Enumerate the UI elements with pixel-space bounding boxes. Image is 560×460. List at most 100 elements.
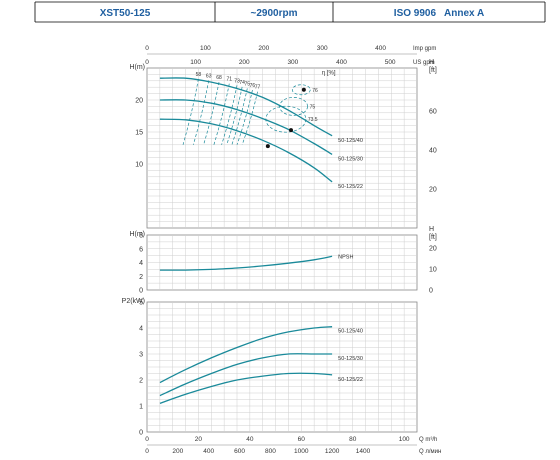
imp-gpm-tick: 300: [317, 45, 328, 52]
efficiency-contour-loop: [291, 84, 311, 96]
series-label: 50-125/22: [338, 184, 363, 190]
y-right-tick-label: 10: [429, 267, 437, 274]
y-tick-label: 0: [139, 288, 143, 295]
x-tick-label-lmin: 1000: [294, 448, 309, 455]
efficiency-label: 76: [250, 83, 256, 89]
y-tick-label: 5: [139, 300, 143, 307]
series-line-50-125-40: [159, 326, 333, 384]
y-tick-label: 2: [139, 274, 143, 281]
y-tick-label: 3: [139, 352, 143, 359]
efficiency-label: 58: [196, 72, 202, 78]
y-right-tick-label: 40: [429, 147, 437, 154]
efficiency-contour: [182, 78, 199, 145]
series-line-npsh: [159, 255, 333, 271]
efficiency-label: 68: [216, 75, 222, 81]
series-label: 50-125/40: [338, 138, 363, 144]
x-tick-label-lmin: 400: [203, 448, 214, 455]
imp-gpm-tick: 100: [200, 45, 211, 52]
y-right-tick-label: 20: [429, 186, 437, 193]
efficiency-axis-label: η [%]: [322, 70, 336, 76]
efficiency-label: 74: [239, 80, 245, 86]
y-tick-label: 6: [139, 246, 143, 253]
x-tick-label: 20: [195, 436, 203, 443]
y-tick-label: 4: [139, 260, 143, 267]
efficiency-contour: [236, 90, 253, 145]
y-axis-label: P2(kW): [122, 298, 145, 305]
header-model: XST50-125: [100, 8, 151, 19]
y-tick-label: 1: [139, 404, 143, 411]
series-label: 50-125/30: [338, 356, 363, 362]
series-line-50-125-30: [159, 99, 333, 155]
imp-gpm-tick: 400: [375, 45, 386, 52]
series-line-50-125-22: [159, 372, 333, 405]
us-gpm-label: US gpm: [413, 60, 435, 66]
x-tick-label: 80: [349, 436, 357, 443]
y-right-axis-unit: [ft]: [429, 67, 437, 74]
x-tick-label-lmin: 0: [145, 448, 149, 455]
efficiency-contour: [203, 82, 220, 145]
x-tick-label-lmin: 1400: [356, 448, 371, 455]
best-efficiency-point: [265, 144, 270, 149]
efficiency-label: 76: [312, 88, 318, 94]
x-tick-label: 0: [145, 436, 149, 443]
efficiency-label: 75: [310, 104, 316, 110]
y-tick-label: 8: [139, 233, 143, 240]
x-tick-label-lmin: 600: [234, 448, 245, 455]
efficiency-contour-loop: [265, 105, 307, 133]
efficiency-label: 63: [206, 73, 212, 79]
us-gpm-tick: 500: [385, 59, 396, 66]
series-label: 50-125/22: [338, 377, 363, 383]
y-axis-label: H(m): [129, 231, 145, 238]
x-tick-label: 60: [298, 436, 306, 443]
series-label: 50-125/40: [338, 329, 363, 335]
series-line-50-125-40: [159, 77, 333, 137]
y-tick-label: 2: [139, 378, 143, 385]
x-tick-label-lmin: 200: [172, 448, 183, 455]
y-tick-label: 10: [135, 162, 143, 169]
series-line-50-125-30: [159, 353, 333, 397]
us-gpm-tick: 300: [287, 59, 298, 66]
x-axis-label: Q m³/h: [419, 437, 437, 443]
y-right-axis-label: H: [429, 226, 434, 233]
imp-gpm-label: Imp gpm: [413, 46, 436, 52]
y-tick-label: 20: [135, 98, 143, 105]
y-right-tick-label: 60: [429, 108, 437, 115]
header-speed: ~2900rpm: [251, 8, 298, 19]
efficiency-contour-loop: [279, 97, 308, 116]
efficiency-label: 71: [227, 77, 233, 83]
x-tick-label: 40: [246, 436, 254, 443]
y-right-tick-label: 20: [429, 246, 437, 253]
y-axis-label: H(m): [129, 64, 145, 71]
y-right-axis-label: H: [429, 59, 434, 66]
imp-gpm-tick: 0: [145, 45, 149, 52]
imp-gpm-tick: 200: [258, 45, 269, 52]
y-right-axis-unit: [ft]: [429, 234, 437, 241]
efficiency-label: 75: [245, 81, 251, 87]
header-bar: XST50-125 ~2900rpm ISO 9906 Annex A: [34, 1, 546, 23]
efficiency-label: 73: [234, 78, 240, 84]
y-tick-label: 4: [139, 326, 143, 333]
series-label: 50-125/30: [338, 156, 363, 162]
us-gpm-tick: 400: [336, 59, 347, 66]
us-gpm-tick: 100: [190, 59, 201, 66]
x-axis-label-lmin: Q л/мин: [419, 449, 441, 455]
x-tick-label-lmin: 1200: [325, 448, 340, 455]
y-tick-label: 15: [135, 130, 143, 137]
x-tick-label-lmin: 800: [265, 448, 276, 455]
us-gpm-tick: 200: [239, 59, 250, 66]
efficiency-contour: [213, 83, 230, 145]
best-efficiency-point: [289, 128, 293, 133]
panel-frame: [146, 67, 418, 229]
efficiency-label: 73.5: [308, 117, 318, 123]
series-line-50-125-22: [159, 118, 333, 183]
efficiency-label: 77: [255, 85, 261, 91]
y-tick-label: 0: [139, 430, 143, 437]
us-gpm-tick: 0: [145, 59, 149, 66]
efficiency-contour: [221, 85, 238, 145]
efficiency-contour: [192, 80, 210, 145]
series-label: NPSH: [338, 254, 353, 260]
x-tick-label: 100: [399, 436, 410, 443]
y-right-tick-label: 0: [429, 288, 433, 295]
best-efficiency-point: [301, 87, 306, 92]
